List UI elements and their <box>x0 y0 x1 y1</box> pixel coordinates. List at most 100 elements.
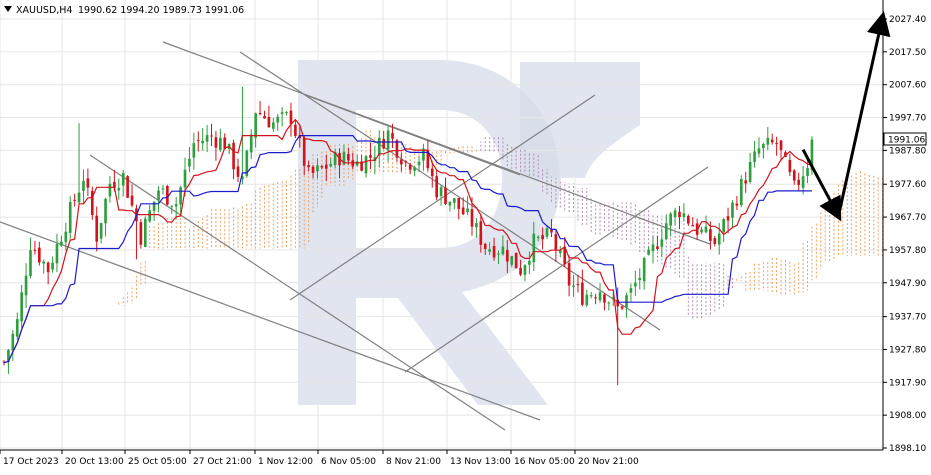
candle-body <box>258 112 262 115</box>
y-tick-label: 2007.60 <box>889 81 926 91</box>
candle-body <box>501 246 505 255</box>
candle-body <box>638 277 642 281</box>
candle-body <box>470 209 474 227</box>
y-tick-label: 1908.00 <box>889 411 926 421</box>
candle-body <box>395 140 399 158</box>
candle-body <box>46 262 50 273</box>
x-tick-label: 17 Oct 2023 <box>3 457 59 467</box>
candle-body <box>294 124 297 136</box>
candle-body <box>726 216 730 221</box>
candle-body <box>152 201 156 211</box>
candle-body <box>369 155 372 158</box>
candle-body <box>210 135 213 137</box>
candle-body <box>753 151 756 162</box>
trendline <box>0 221 541 421</box>
trendline <box>162 41 711 245</box>
watermark-r-accent <box>520 62 640 178</box>
watermark-logo <box>298 60 640 405</box>
candle-body <box>594 297 597 299</box>
candle-body <box>347 154 350 161</box>
candle-body <box>214 137 218 148</box>
y-tick-label: 1917.90 <box>889 378 926 388</box>
candle-body <box>687 215 690 224</box>
x-tick-label: 6 Nov 05:00 <box>321 457 376 467</box>
candle-body <box>201 140 204 144</box>
y-tick-label: 1898.10 <box>889 444 926 454</box>
y-tick-label: 1947.90 <box>889 279 926 289</box>
forecast-arrows <box>801 11 891 222</box>
candle-body <box>245 150 249 176</box>
candle-body <box>192 143 196 158</box>
triangle-down-icon <box>4 6 12 12</box>
candle-body <box>510 256 514 265</box>
candle-body <box>249 134 253 153</box>
candle-body <box>567 262 571 286</box>
candle-body <box>342 151 346 165</box>
tenkan-line <box>3 118 813 364</box>
x-tick-label: 1 Nov 12:00 <box>258 457 313 467</box>
candle-body <box>382 139 386 149</box>
candle-body <box>400 159 403 165</box>
candle-body <box>691 225 695 227</box>
trendline <box>307 95 521 176</box>
candle-body <box>11 333 15 351</box>
indicator-lines <box>3 118 813 364</box>
candle-body <box>139 222 143 245</box>
candle-body <box>607 302 611 304</box>
candle-body <box>20 292 23 322</box>
candle-body <box>483 243 487 250</box>
candle-body <box>739 179 743 206</box>
candle-body <box>792 170 796 181</box>
candle-body <box>232 142 235 170</box>
candle-body <box>99 222 103 239</box>
candle-body <box>810 139 814 170</box>
candle-body <box>42 261 46 264</box>
candle-body <box>413 167 416 171</box>
candle-body <box>377 137 381 156</box>
candle-body <box>126 176 129 198</box>
candle-body <box>532 233 536 263</box>
candle-body <box>629 288 633 293</box>
x-tick-label: 27 Oct 21:00 <box>193 457 252 467</box>
candle-body <box>620 306 624 309</box>
candle-body <box>634 282 637 287</box>
ichimoku-cloud <box>118 130 884 319</box>
candle-body <box>678 211 681 218</box>
candle-body <box>417 161 421 166</box>
candle-body <box>241 176 244 179</box>
candle-body <box>316 165 319 172</box>
candle-body <box>64 231 68 243</box>
candle-body <box>757 148 761 154</box>
candle-body <box>121 173 125 186</box>
candle-body <box>33 249 37 251</box>
candle-body <box>276 116 280 123</box>
candle-body <box>497 253 500 255</box>
candle-body <box>439 187 443 197</box>
candle-body <box>528 260 531 265</box>
y-tick-label: 1937.70 <box>889 313 926 323</box>
candle-body <box>285 112 288 114</box>
y-tick-label: 1927.80 <box>889 345 926 355</box>
candle-body <box>735 203 739 206</box>
candle-body <box>289 110 293 124</box>
candle-body <box>329 163 333 167</box>
candles <box>2 86 814 386</box>
candle-body <box>572 285 575 287</box>
candle-body <box>15 319 19 337</box>
candle-body <box>205 135 209 142</box>
y-tick-label: 1997.70 <box>889 114 926 124</box>
kijun-line <box>3 135 812 364</box>
candle-body <box>223 137 227 150</box>
candle-body <box>435 176 438 198</box>
candle-body <box>748 162 752 182</box>
candle-body <box>784 152 787 157</box>
candle-body <box>302 137 306 166</box>
candle-body <box>360 161 363 171</box>
current-price-badge: 1991.06 <box>883 132 927 146</box>
candle-body <box>183 169 187 188</box>
candle-body <box>523 265 527 275</box>
candle-body <box>766 137 770 145</box>
candle-body <box>519 267 522 275</box>
y-tick-label: 1967.70 <box>889 213 926 223</box>
candle-body <box>166 186 169 205</box>
